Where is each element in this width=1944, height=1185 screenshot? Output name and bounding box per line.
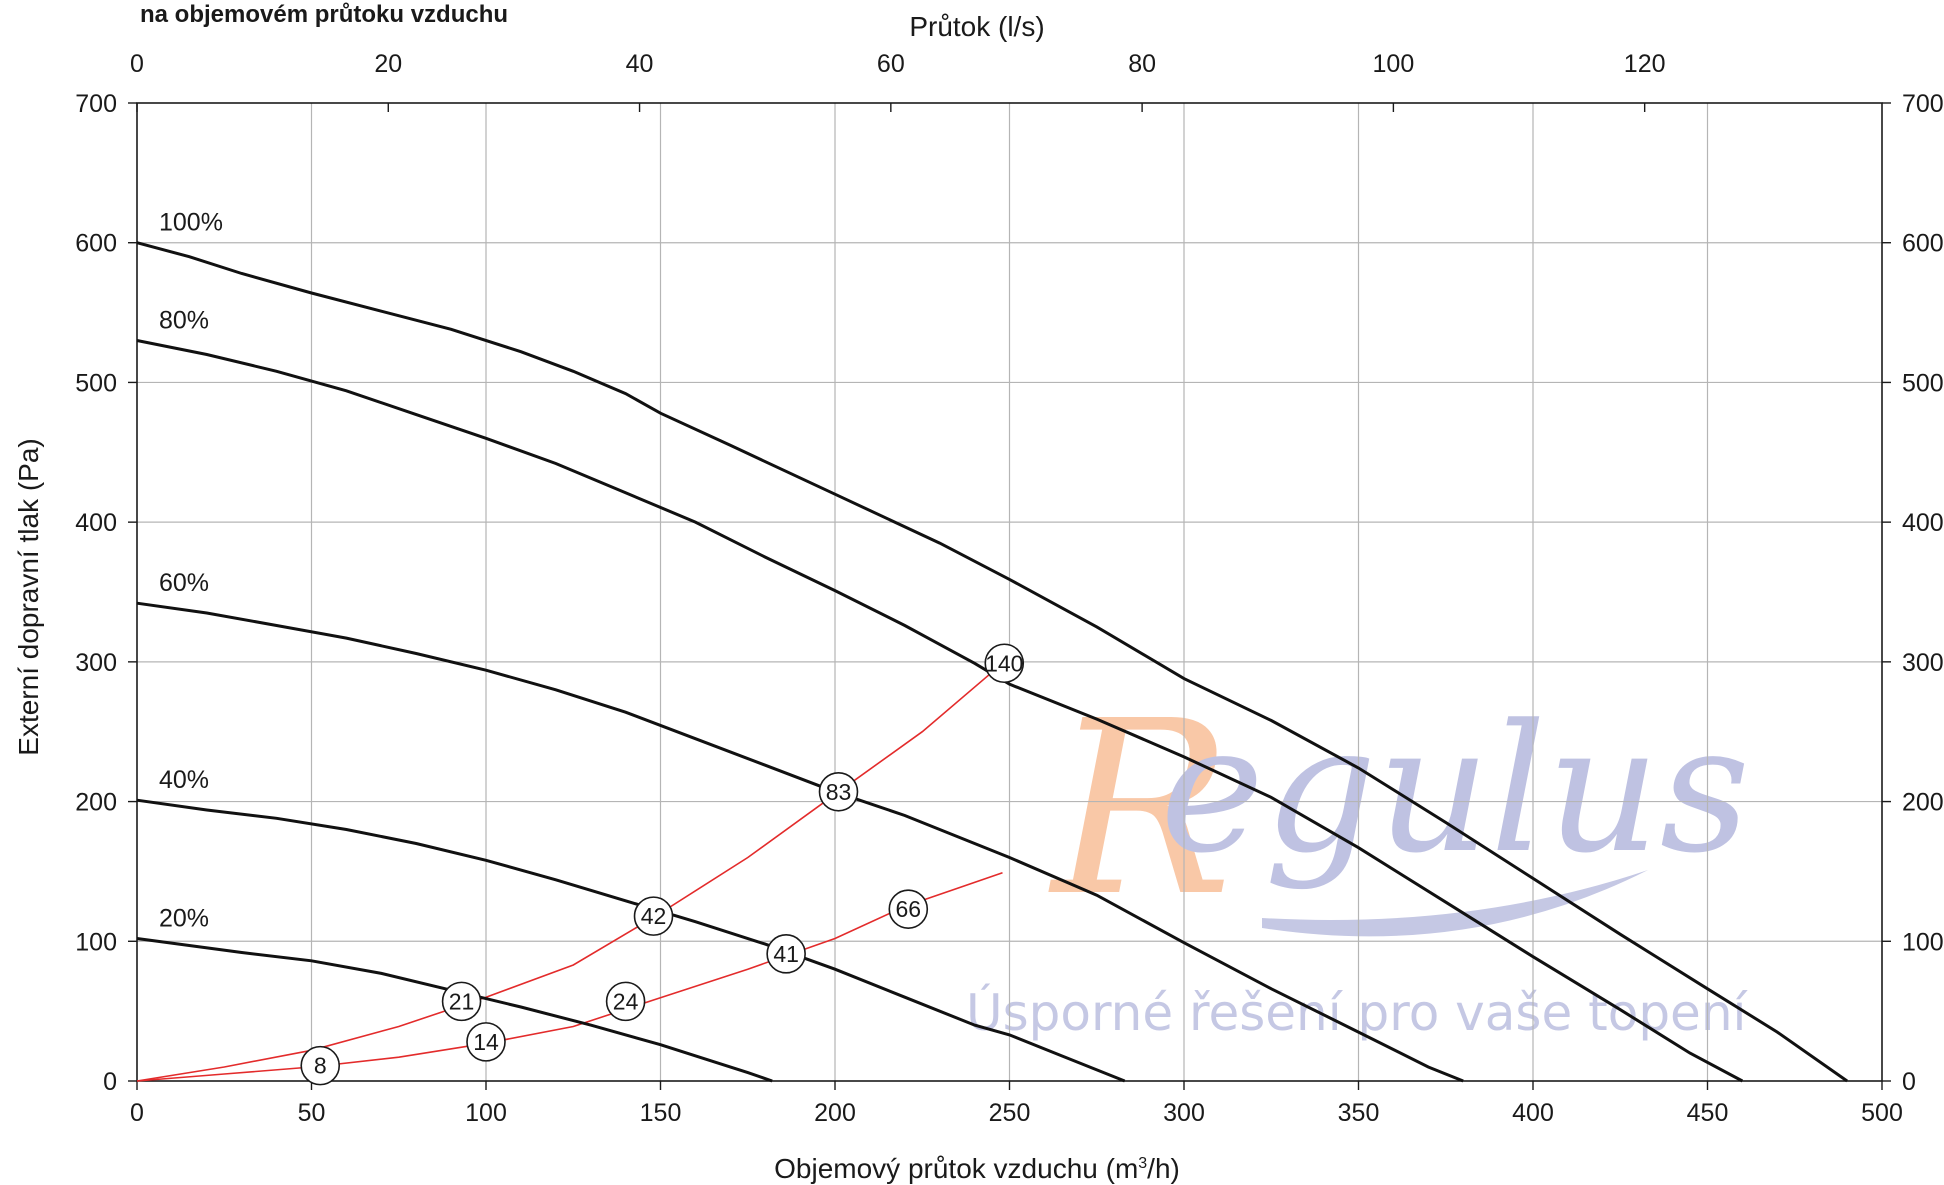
curve-80pct xyxy=(136,339,1744,1083)
y-tick-label-left: 0 xyxy=(103,1068,117,1096)
marker-label: 41 xyxy=(773,941,799,967)
x-tick-label: 0 xyxy=(130,1099,144,1127)
marker-circle xyxy=(441,981,482,1022)
marker-circle xyxy=(300,1045,341,1086)
x2-tick-label: 60 xyxy=(877,50,905,78)
markers-group: 140 83 42 41 66 21 24 14 8 xyxy=(300,643,1025,1086)
system-curve-1 xyxy=(136,662,1004,1082)
marker-circle xyxy=(984,643,1025,684)
system-curve-2 xyxy=(136,872,1003,1082)
y-tick-label-right: 300 xyxy=(1902,649,1944,677)
x2-tick-label: 20 xyxy=(374,50,402,78)
x2-tick-label: 80 xyxy=(1128,50,1156,78)
x-tick-label: 250 xyxy=(989,1099,1031,1127)
x-axis-title-main: Objemový průtok vzduchu (m xyxy=(774,1153,1138,1184)
x-axis-title-sup: 3 xyxy=(1138,1155,1147,1172)
marker-circle xyxy=(818,771,859,812)
grid xyxy=(137,103,1882,1081)
curve-label-100pct: 100% xyxy=(159,209,223,237)
x-tick-label: 200 xyxy=(814,1099,856,1127)
marker-label: 83 xyxy=(826,779,852,805)
y-tick-label-left: 300 xyxy=(75,649,117,677)
marker-label: 24 xyxy=(613,988,639,1014)
y-tick-label-left: 200 xyxy=(75,789,117,817)
marker-label: 8 xyxy=(314,1053,327,1079)
y-tick-label-left: 500 xyxy=(75,369,117,397)
x2-tick-label: 40 xyxy=(626,50,654,78)
watermark-logo: egulus xyxy=(1160,687,1750,892)
curve-label-20pct: 20% xyxy=(159,904,209,932)
x-tick-label: 450 xyxy=(1687,1099,1729,1127)
curve-20pct xyxy=(136,937,773,1083)
marker-label: 140 xyxy=(985,650,1023,676)
x-axis-title: Objemový průtok vzduchu (m3/h) xyxy=(774,1153,1180,1184)
y-tick-label-left: 600 xyxy=(75,230,117,258)
watermark: R egulus Úsporné řešení pro vaše topení xyxy=(966,669,1750,1042)
curve-label-80pct: 80% xyxy=(159,307,209,335)
curve-60pct xyxy=(136,601,1464,1083)
y-axis-title: Externí dopravní tlak (Pa) xyxy=(13,438,44,755)
x-tick-label: 100 xyxy=(465,1099,507,1127)
marker-circle xyxy=(766,934,806,974)
marker-label: 66 xyxy=(895,896,921,922)
y-tick-label-right: 200 xyxy=(1902,789,1944,817)
x2-tick-label: 120 xyxy=(1624,50,1666,78)
marker-circle xyxy=(888,889,929,929)
y-tick-label-right: 400 xyxy=(1902,509,1944,537)
x2-tick-label: 0 xyxy=(130,50,144,78)
y-tick-label-left: 100 xyxy=(75,928,117,956)
curve-label-40pct: 40% xyxy=(159,766,209,794)
x2-tick-label: 100 xyxy=(1373,50,1415,78)
curve-100pct xyxy=(136,241,1848,1083)
y-tick-label-left: 400 xyxy=(75,509,117,537)
marker-label: 21 xyxy=(449,988,475,1014)
x2-axis-title: Průtok (l/s) xyxy=(909,11,1044,42)
y-tick-label-right: 700 xyxy=(1902,90,1944,118)
curve-label-60pct: 60% xyxy=(159,569,209,597)
marker-circle xyxy=(466,1022,506,1062)
watermark-logo-r: R xyxy=(1048,669,1233,949)
marker-label: 42 xyxy=(641,903,667,929)
chart-title: na objemovém průtoku vzduchu xyxy=(140,1,508,28)
x-tick-label: 500 xyxy=(1861,1099,1903,1127)
x-tick-label: 150 xyxy=(640,1099,682,1127)
y-tick-label-right: 600 xyxy=(1902,230,1944,258)
marker-circle xyxy=(605,981,646,1022)
y-tick-label-right: 0 xyxy=(1902,1068,1916,1096)
series-group: 100% 80% 60% 40% 20% xyxy=(136,209,1848,1083)
x-tick-label: 400 xyxy=(1512,1099,1554,1127)
y-tick-label-left: 700 xyxy=(75,90,117,118)
x-tick-label: 300 xyxy=(1163,1099,1205,1127)
x-tick-label: 350 xyxy=(1338,1099,1380,1127)
x-axis-title-end: /h) xyxy=(1147,1153,1180,1184)
marker-circle xyxy=(633,896,674,936)
y-tick-label-right: 500 xyxy=(1902,369,1944,397)
marker-label: 14 xyxy=(473,1029,499,1055)
x-tick-label: 50 xyxy=(298,1099,326,1127)
y-tick-label-right: 100 xyxy=(1902,928,1944,956)
